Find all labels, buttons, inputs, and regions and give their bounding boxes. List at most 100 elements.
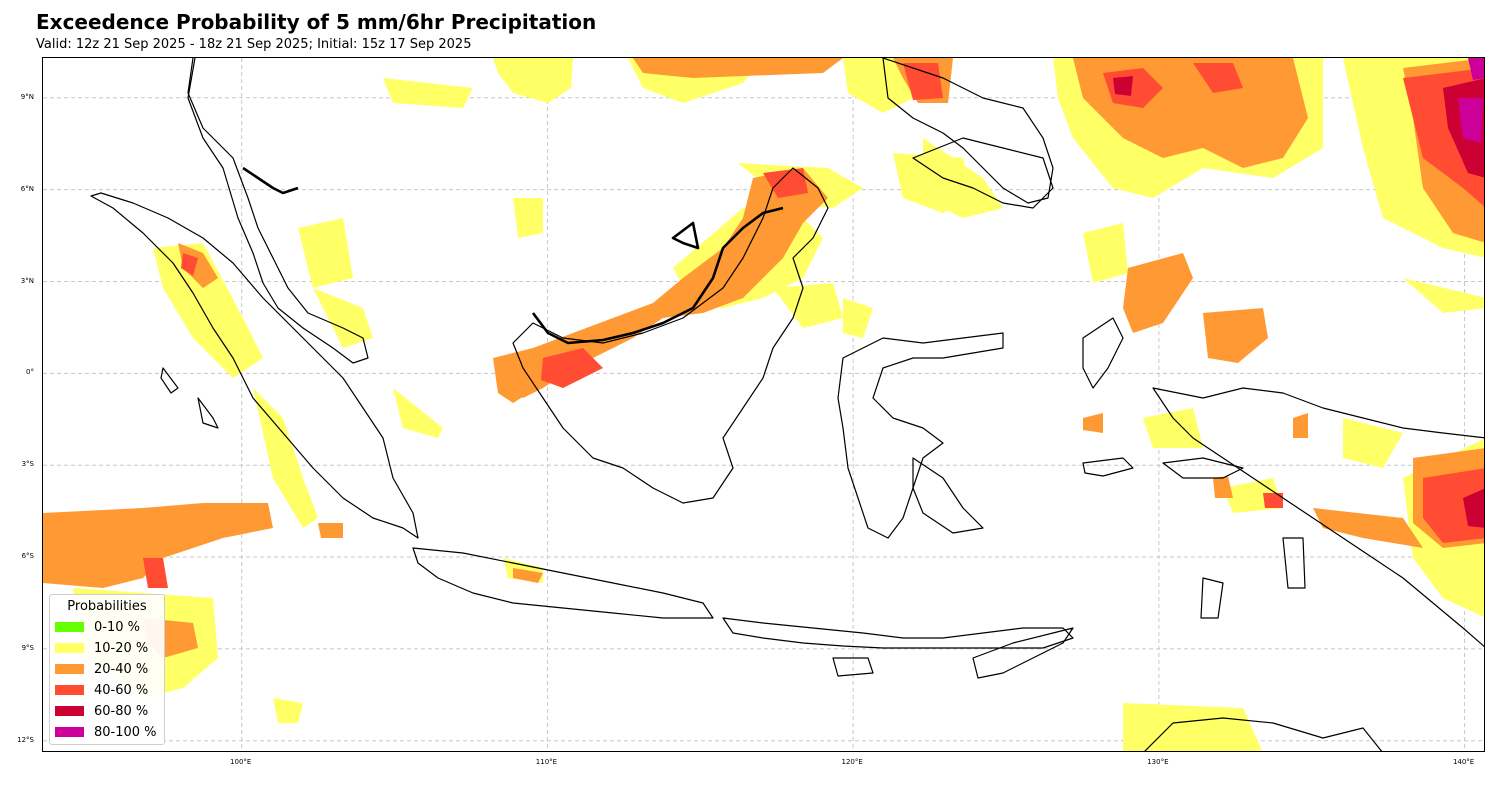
coastline-philippines [882,58,1054,204]
precip-area [1193,63,1243,93]
coastline-halmahera [1082,317,1124,389]
coastline-nias [160,367,179,394]
precip-area [923,138,1003,218]
longitude-tick-label: 110°E [535,758,558,766]
legend: Probabilities 0-10 % 10-20 % 20-40 % 40-… [49,594,165,745]
latitude-tick-label: 9°S [21,643,34,652]
precip-area [273,698,303,723]
coastline-mindanao [912,137,1054,209]
coastline-sumba [832,657,874,677]
legend-item: 80-100 % [55,723,157,741]
precip-area [763,168,808,198]
coastline-lesser-sunda [722,617,1074,649]
latitude-tick-label: 0° [26,368,34,377]
precip-area [1143,408,1203,448]
latitude-tick-label: 6°S [21,552,34,561]
latitude-tick-label: 9°N [20,92,34,101]
chart-subtitle: Valid: 12z 21 Sep 2025 - 18z 21 Sep 2025… [36,37,472,52]
legend-swatch [55,706,84,716]
legend-item: 60-80 % [55,702,148,720]
precip-area [843,58,913,113]
precip-area [313,288,373,348]
coastline-sulawesi [837,332,1004,539]
precip-area [903,63,943,100]
legend-title: Probabilities [67,599,147,614]
legend-label: 0-10 % [94,619,140,635]
border-malaysia-thailand [242,166,299,195]
coastline-mentawai [197,397,219,429]
precip-area [1213,476,1233,498]
border-sabah-hook [671,221,700,250]
coastline-australia-north [1144,717,1383,751]
precip-area [493,358,553,403]
legend-label: 40-60 % [94,682,149,698]
map-panel [42,57,1485,752]
legend-item: 40-60 % [55,681,148,699]
legend-item: 10-20 % [55,639,148,657]
legend-item: 0-10 % [55,618,140,636]
coastline-sumatra [90,192,419,539]
coastlines [90,58,1484,751]
precip-area [1403,278,1484,313]
coastline-buru [1082,457,1134,477]
legend-label: 20-40 % [94,661,149,677]
coastline-aru [1282,537,1306,589]
precip-area [513,568,543,583]
legend-label: 80-100 % [94,724,157,740]
precip-area [178,243,218,288]
legend-swatch [55,643,84,653]
precip-area [393,388,443,438]
latitude-tick-label: 12°S [17,735,34,744]
precip-area [1113,76,1133,96]
precip-area [298,218,353,288]
coastline-sulawesi-se [912,457,984,534]
probability-field [43,58,1484,751]
legend-label: 60-80 % [94,703,149,719]
precip-area [1463,488,1484,528]
precip-area [143,558,168,588]
precip-area [181,253,198,276]
precip-area [1293,413,1308,438]
precip-area [1203,308,1268,363]
precip-area [1083,223,1128,283]
precip-area [843,298,873,338]
precip-area [1123,703,1263,751]
precip-area [1263,493,1283,508]
precip-area [541,348,603,388]
coastline-java [412,547,714,619]
precip-area [318,523,343,538]
precip-area [513,198,543,238]
coastline-tanimbar [1200,577,1224,619]
precip-area [153,243,263,378]
chart-title: Exceedence Probability of 5 mm/6hr Preci… [36,10,597,34]
longitude-tick-label: 100°E [230,758,252,766]
legend-item: 20-40 % [55,660,148,678]
borders [242,166,784,345]
precip-area [633,58,843,78]
latitude-tick-label: 6°N [20,184,34,193]
precip-area [773,283,843,328]
legend-swatch [55,685,84,695]
precip-area [43,503,273,588]
map-canvas [43,58,1484,751]
precip-area [383,78,473,108]
border-malaysia-indonesia-borneo [531,206,784,345]
coastline-new-guinea [1152,387,1484,648]
legend-swatch [55,622,84,632]
longitude-tick-label: 130°E [1147,758,1169,766]
coastline-borneo [512,167,829,504]
legend-label: 10-20 % [94,640,149,656]
longitude-tick-label: 140°E [1452,758,1475,766]
precip-area [1123,253,1193,333]
latitude-tick-label: 3°N [20,276,34,285]
precip-area [253,388,318,528]
precip-area [1458,98,1483,143]
precip-80-100 [1458,58,1484,143]
legend-swatch [55,664,84,674]
precip-area [1468,58,1484,80]
coastline-seram [1162,457,1244,479]
legend-swatch [55,727,84,737]
precip-area [1313,508,1423,548]
precip-area [493,58,573,103]
precip-area [1083,413,1103,433]
